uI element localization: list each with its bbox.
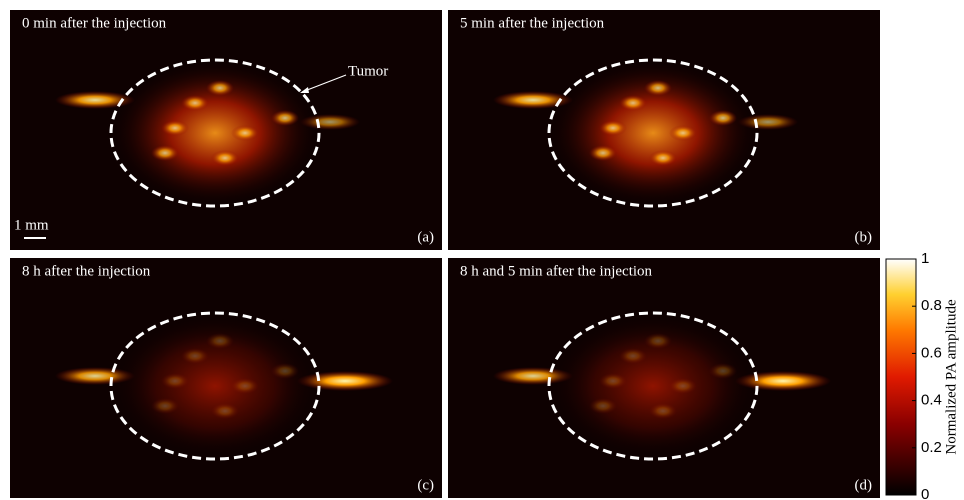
panel-label: (b) — [855, 229, 873, 245]
signal-spot — [649, 403, 677, 419]
signal-spot — [206, 80, 234, 96]
colorbar-gradient — [886, 259, 916, 495]
image-panel: 0 min after the injection (a) — [10, 10, 442, 250]
signal-spot — [649, 150, 677, 166]
signal-spot — [669, 378, 697, 394]
figure: 0 min after the injection (a) 5 min after … — [0, 0, 964, 500]
signal-spot — [161, 120, 189, 136]
panel-label: (a) — [417, 229, 434, 245]
signal-spot — [619, 95, 647, 111]
annotation: Tumor — [348, 63, 388, 79]
signal-spot — [211, 403, 239, 419]
signal-spot — [181, 95, 209, 111]
colorbar-tick-label: 1 — [921, 250, 929, 267]
signal-spot — [599, 120, 627, 136]
signal-spot — [206, 333, 234, 349]
panels: 0 min after the injection (a) 5 min after … — [10, 10, 880, 498]
signal-spot — [599, 373, 627, 389]
panel-title: 8 h and 5 min after the injection — [460, 263, 653, 279]
signal-spot — [589, 398, 617, 414]
signal-spot — [644, 333, 672, 349]
panel-label: (c) — [417, 477, 434, 493]
panel-title: 0 min after the injection — [22, 15, 167, 31]
signal-spot — [644, 80, 672, 96]
signal-spot — [151, 398, 179, 414]
signal-spot — [619, 348, 647, 364]
signal-spot — [231, 125, 259, 141]
image-panel: 5 min after the injection (b) — [448, 10, 880, 250]
scale-bar-label: 1 mm — [14, 217, 49, 233]
panel-label: (d) — [855, 477, 873, 493]
image-panel: 8 h and 5 min after the injection (d) — [448, 258, 880, 498]
panel-title: 8 h after the injection — [22, 263, 151, 279]
signal-spot — [231, 378, 259, 394]
signal-spot — [709, 110, 737, 126]
signal-spot — [211, 150, 239, 166]
colorbar: Normalized PA amplitude 0 0.2 0.4 0.6 0.8 1 — [886, 250, 959, 500]
colorbar-tick-label: 0.6 — [921, 344, 942, 361]
colorbar-label: Normalized PA amplitude — [943, 299, 959, 455]
signal-spot — [271, 363, 299, 379]
signal-spot — [669, 125, 697, 141]
image-panel: 8 h after the injection (c) — [10, 258, 442, 498]
signal-spot — [271, 110, 299, 126]
colorbar-tick-label: 0.4 — [921, 392, 942, 409]
signal-spot — [709, 363, 737, 379]
signal-spot — [181, 348, 209, 364]
colorbar-tick-label: 0.2 — [921, 439, 942, 456]
signal-spot — [161, 373, 189, 389]
colorbar-tick-label: 0.8 — [921, 297, 942, 314]
signal-spot — [589, 145, 617, 161]
signal-spot — [151, 145, 179, 161]
panel-title: 5 min after the injection — [460, 15, 605, 31]
colorbar-tick-label: 0 — [921, 486, 929, 500]
